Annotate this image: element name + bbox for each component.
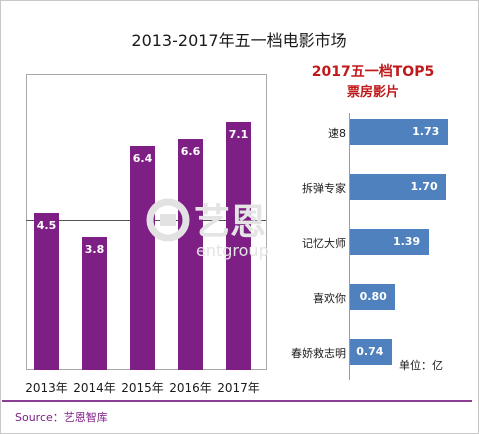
- right-chart-axis: [349, 113, 350, 380]
- film-value-2: 1.70: [410, 180, 438, 193]
- top5-subtitle: 票房影片: [346, 85, 399, 100]
- x-tick-2014: 2014年: [73, 381, 116, 395]
- value-label-2016: 6.6: [180, 145, 201, 158]
- bar-2017: [226, 121, 251, 370]
- top5-title: 2017五一档TOP5: [311, 64, 435, 80]
- bar-2014: [82, 237, 107, 370]
- bar-2016: [178, 139, 203, 370]
- film-value-1: 1.73: [412, 125, 440, 138]
- svg-text:艺恩: 艺恩: [194, 202, 266, 243]
- value-label-2013: 4.5: [36, 218, 57, 232]
- bar-2013: [34, 212, 59, 370]
- value-label-2014: 3.8: [84, 243, 105, 256]
- film-label-1: 速8: [328, 127, 346, 140]
- film-bar-5: 0.74: [350, 339, 392, 365]
- film-value-3: 1.39: [392, 235, 421, 248]
- x-tick-2013: 2013年: [25, 381, 68, 395]
- film-value-4: 0.80: [359, 290, 387, 303]
- film-bar-2: 1.70: [350, 174, 447, 200]
- film-label-4: 喜欢你: [313, 292, 346, 305]
- footer-divider: [2, 400, 472, 402]
- film-label-3: 记忆大师: [302, 237, 346, 250]
- source-note: Source：艺恩智库: [15, 411, 108, 424]
- value-label-2015: 6.4: [132, 152, 153, 165]
- film-bar-1: 1.73: [350, 119, 448, 145]
- film-bar-3: 1.39: [350, 229, 429, 255]
- svg-text:entgroup: entgroup: [196, 241, 269, 260]
- unit-label: 单位：亿: [399, 359, 443, 372]
- bar-2015: [130, 146, 155, 370]
- x-tick-2016: 2016年: [169, 381, 212, 395]
- watermark-logo: 艺恩 entgroup: [146, 198, 269, 260]
- chart-title: 2013-2017年五一档电影市场: [131, 31, 347, 50]
- film-value-5: 0.74: [356, 345, 384, 358]
- film-label-5: 春娇救志明: [291, 347, 346, 360]
- film-label-2: 拆弹专家: [302, 182, 346, 195]
- value-label-2017: 7.1: [228, 127, 249, 141]
- film-bar-4: 0.80: [350, 284, 396, 310]
- x-tick-2017: 2017年: [217, 381, 260, 395]
- x-tick-2015: 2015年: [121, 381, 164, 395]
